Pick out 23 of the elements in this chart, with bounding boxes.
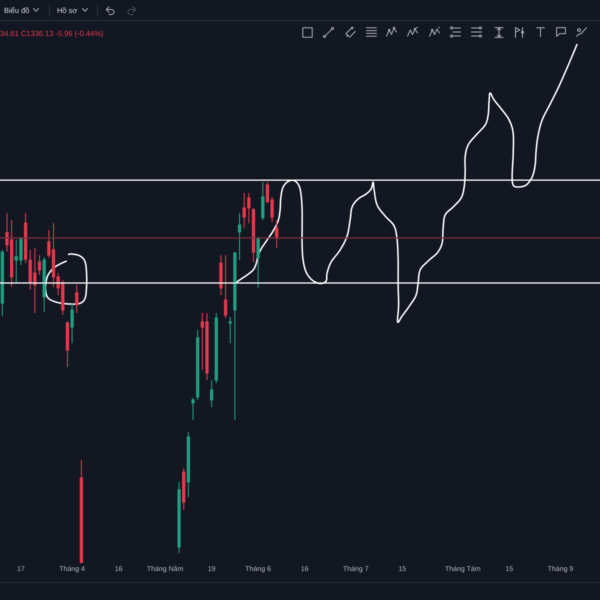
candlestick	[214, 312, 218, 384]
candlestick	[38, 254, 42, 276]
candlestick	[66, 320, 70, 368]
candlestick	[191, 398, 195, 421]
candlestick	[261, 182, 264, 221]
candlestick	[252, 207, 256, 263]
candlestick	[196, 329, 200, 400]
candlestick	[0, 249, 4, 317]
candlestick	[233, 252, 237, 421]
candlestick	[70, 302, 74, 344]
candlestick	[228, 316, 232, 344]
candlestick	[210, 380, 214, 408]
candlestick	[186, 431, 190, 498]
candlestick	[219, 254, 223, 296]
candlestick	[42, 256, 46, 312]
candlestick	[80, 460, 84, 563]
candlestick	[177, 481, 181, 554]
candlestick	[238, 212, 242, 261]
candlestick	[182, 468, 186, 511]
candlestick	[224, 254, 228, 319]
candlestick	[75, 284, 78, 314]
candlestick	[24, 212, 28, 264]
candlestick	[275, 220, 278, 248]
